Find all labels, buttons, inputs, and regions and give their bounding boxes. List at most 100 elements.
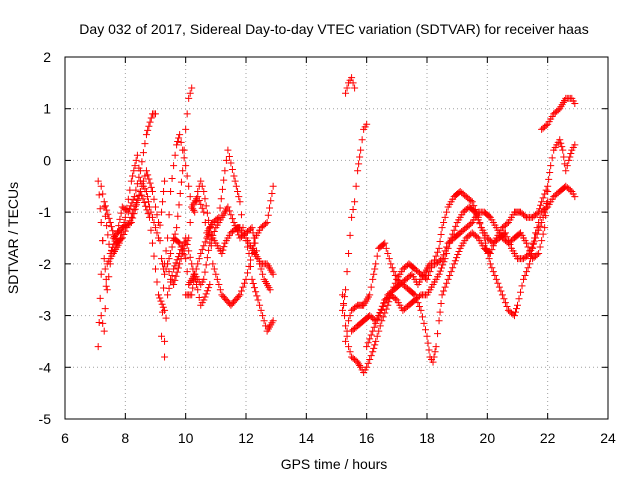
data-point — [342, 286, 350, 294]
data-point — [354, 167, 362, 175]
data-point — [167, 278, 175, 286]
data-point — [157, 297, 165, 305]
data-point — [556, 136, 564, 144]
data-point — [143, 193, 151, 201]
data-point — [425, 271, 433, 279]
data-point — [146, 179, 154, 187]
data-point — [512, 305, 520, 313]
data-point — [364, 359, 372, 367]
data-point — [159, 308, 167, 316]
data-point — [543, 200, 551, 208]
data-point — [451, 257, 459, 265]
data-point — [186, 218, 194, 226]
data-point — [248, 224, 256, 232]
data-point — [439, 261, 447, 269]
data-point — [367, 331, 375, 339]
data-point — [164, 260, 172, 268]
data-point — [438, 224, 446, 232]
data-point — [145, 203, 153, 211]
data-point — [195, 255, 203, 263]
data-point — [219, 246, 227, 254]
data-point — [339, 306, 347, 314]
data-point — [188, 291, 196, 299]
data-point — [228, 215, 236, 223]
data-point — [140, 199, 148, 207]
data-point — [197, 200, 205, 208]
data-point — [119, 224, 127, 232]
data-point — [567, 150, 575, 158]
data-point — [269, 317, 277, 325]
series — [339, 182, 579, 376]
data-point — [148, 187, 156, 195]
data-point — [434, 248, 442, 256]
data-point — [168, 271, 176, 279]
data-point — [185, 94, 193, 102]
data-point — [103, 206, 111, 214]
data-point — [105, 273, 113, 281]
data-point — [545, 175, 553, 183]
data-point — [429, 358, 437, 366]
data-point — [182, 125, 190, 133]
data-point — [201, 195, 209, 203]
data-point — [247, 256, 255, 264]
data-point — [436, 237, 444, 245]
y-tick-label: -5 — [39, 411, 52, 427]
data-point — [485, 212, 493, 220]
data-point — [205, 284, 213, 292]
data-point — [117, 234, 125, 242]
data-point — [189, 265, 197, 273]
x-tick-label: 14 — [299, 430, 315, 446]
data-point — [533, 209, 541, 217]
data-point — [145, 122, 153, 130]
data-point — [366, 335, 374, 343]
data-point — [418, 313, 426, 321]
data-point — [217, 195, 225, 203]
data-point — [526, 250, 534, 258]
data-point — [447, 234, 455, 242]
data-point — [375, 327, 383, 335]
data-point — [565, 156, 573, 164]
data-point — [171, 262, 179, 270]
data-point — [115, 239, 123, 247]
data-point — [127, 177, 135, 185]
data-point — [369, 327, 377, 335]
data-point — [367, 352, 375, 360]
data-point — [142, 187, 150, 195]
data-point — [218, 185, 226, 193]
data-point — [107, 223, 115, 231]
y-tick-label: -3 — [39, 308, 52, 324]
y-tick-label: 1 — [43, 101, 51, 117]
data-point — [492, 275, 500, 283]
data-point — [406, 271, 414, 279]
data-point — [351, 198, 359, 206]
data-point — [269, 270, 277, 278]
data-point — [248, 275, 256, 283]
data-point — [159, 198, 167, 206]
data-point — [558, 143, 566, 151]
data-point — [446, 271, 454, 279]
data-point — [164, 291, 172, 299]
data-point — [262, 220, 270, 228]
data-point — [161, 337, 169, 345]
data-point — [139, 149, 147, 157]
data-point — [145, 175, 153, 183]
x-tick-label: 10 — [178, 430, 194, 446]
data-point — [210, 265, 218, 273]
data-point — [232, 182, 240, 190]
data-point — [177, 178, 185, 186]
data-point — [254, 296, 262, 304]
data-point — [247, 225, 255, 233]
data-point — [174, 212, 182, 220]
data-point — [566, 153, 574, 161]
data-point — [434, 330, 442, 338]
data-point — [542, 203, 550, 211]
data-point — [142, 202, 150, 210]
data-point — [391, 295, 399, 303]
data-point — [547, 162, 555, 170]
data-point — [216, 286, 224, 294]
data-point — [391, 271, 399, 279]
data-point — [173, 268, 181, 276]
data-point — [105, 214, 113, 222]
data-point — [158, 208, 166, 216]
